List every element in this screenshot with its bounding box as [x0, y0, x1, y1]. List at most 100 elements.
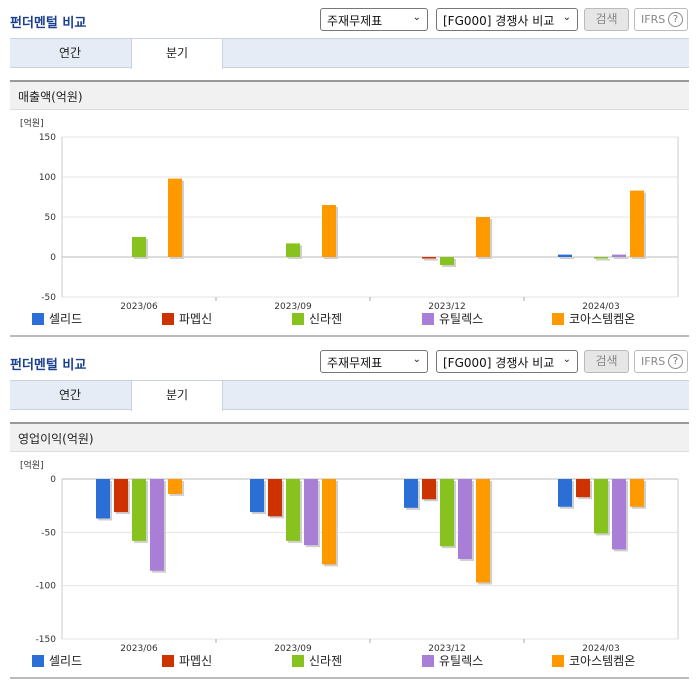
tab-quarter[interactable]: 분기 [131, 381, 223, 411]
bar-shadow [596, 259, 610, 261]
peer-select-value: [FG000] 경쟁사 비교 [443, 14, 555, 28]
x-tick-label: 2024/03 [582, 644, 619, 652]
x-tick-label: 2023/12 [428, 644, 465, 652]
legend-item[interactable]: 코아스템켐온 [552, 652, 635, 669]
panel-revenue: 펀더멘털 비교 주재무제표 ⌄ [FG000] 경쟁사 비교 ⌄ 검색 IFRS? … [0, 0, 696, 337]
y-tick-label: 150 [39, 133, 56, 143]
chart-header: 영업이익(억원) [10, 422, 689, 452]
bar [440, 257, 454, 265]
x-tick-label: 2023/12 [428, 302, 465, 310]
bar [476, 479, 490, 583]
legend-item[interactable]: 유틸렉스 [422, 652, 483, 669]
bar [96, 479, 110, 519]
bar [114, 479, 128, 513]
legend-item[interactable]: 파멥신 [162, 310, 212, 327]
legend-label: 파멥신 [179, 312, 213, 326]
tab-quarter[interactable]: 분기 [131, 39, 223, 69]
divider [10, 677, 689, 679]
chevron-down-icon: ⌄ [562, 354, 571, 365]
y-tick-label: 0 [50, 253, 56, 263]
statement-select[interactable]: 주재무제표 ⌄ [320, 8, 428, 31]
help-icon[interactable]: ? [668, 354, 683, 369]
x-tick-label: 2023/06 [120, 644, 158, 652]
search-button[interactable]: 검색 [584, 350, 629, 373]
bar [322, 205, 336, 257]
ifrs-button[interactable]: IFRS? [634, 350, 688, 373]
legend-swatch [32, 655, 44, 667]
bar [458, 479, 472, 559]
bar [286, 479, 300, 541]
bar [440, 479, 454, 547]
x-tick-label: 2023/06 [120, 302, 158, 310]
help-icon[interactable]: ? [668, 12, 683, 27]
chevron-down-icon: ⌄ [412, 12, 421, 23]
tab-annual[interactable]: 연간 [58, 46, 82, 60]
panel-title: 펀더멘털 비교 [10, 358, 87, 373]
bar [576, 479, 590, 498]
ifrs-button[interactable]: IFRS? [634, 8, 688, 31]
search-button[interactable]: 검색 [584, 8, 629, 31]
y-tick-label: -150 [36, 635, 57, 645]
y-tick-label: -50 [41, 293, 56, 303]
legend-item[interactable]: 셀리드 [32, 652, 82, 669]
y-tick-label: -50 [41, 528, 56, 538]
chevron-down-icon: ⌄ [412, 354, 421, 365]
bar-shadow [424, 259, 438, 261]
chart-legend: 셀리드 파멥신 신라젠 유틸렉스 코아스템켐온 [0, 652, 696, 672]
bar-shadow [560, 256, 574, 259]
panel-operating-profit: 펀더멘털 비교 주재무제표 ⌄ [FG000] 경쟁사 비교 ⌄ 검색 IFRS? … [0, 342, 696, 684]
tab-annual[interactable]: 연간 [58, 388, 82, 402]
bar [630, 479, 644, 507]
bar [422, 479, 436, 500]
chevron-down-icon: ⌄ [562, 12, 571, 23]
x-tick-label: 2023/09 [274, 644, 312, 652]
panel-title: 펀더멘털 비교 [10, 16, 87, 31]
legend-item[interactable]: 파멥신 [162, 652, 212, 669]
bar [422, 257, 436, 259]
legend-swatch [552, 655, 564, 667]
legend-item[interactable]: 유틸렉스 [422, 310, 483, 327]
legend-swatch [422, 313, 434, 325]
x-tick-label: 2023/09 [274, 302, 312, 310]
bar [630, 190, 644, 257]
operating-profit-chart: [억원] -150 -100 -50 0 2023/06 2023/09 2023/12 202… [20, 459, 679, 652]
toolbar: 펀더멘털 비교 주재무제표 ⌄ [FG000] 경쟁사 비교 ⌄ 검색 IFRS? [0, 342, 696, 380]
statement-select-value: 주재무제표 [327, 356, 383, 370]
bar [132, 237, 146, 257]
statement-select[interactable]: 주재무제표 ⌄ [320, 350, 428, 373]
x-tick-label: 2024/03 [582, 302, 619, 310]
legend-swatch [292, 313, 304, 325]
unit-label: [억원] [20, 459, 44, 471]
bar [150, 479, 164, 571]
bar [558, 479, 572, 507]
y-tick-label: 50 [45, 213, 57, 223]
legend-swatch [552, 313, 564, 325]
toolbar: 펀더멘털 비교 주재무제표 ⌄ [FG000] 경쟁사 비교 ⌄ 검색 IFRS? [0, 0, 696, 38]
chart-title: 매출액(억원) [18, 90, 83, 104]
legend-swatch [422, 655, 434, 667]
legend-label: 파멥신 [179, 654, 213, 668]
legend-swatch [292, 655, 304, 667]
legend-label: 셀리드 [49, 654, 83, 668]
legend-item[interactable]: 셀리드 [32, 310, 82, 327]
legend-item[interactable]: 신라젠 [292, 310, 342, 327]
legend-label: 유틸렉스 [439, 654, 484, 668]
legend-label: 신라젠 [309, 654, 343, 668]
bar [594, 479, 608, 534]
peer-select[interactable]: [FG000] 경쟁사 비교 ⌄ [436, 350, 578, 373]
legend-swatch [32, 313, 44, 325]
bar [168, 178, 182, 257]
unit-label: [억원] [20, 117, 44, 129]
legend-label: 코아스템켐온 [569, 654, 636, 668]
legend-label: 코아스템켐온 [569, 312, 636, 326]
y-tick-label: -100 [36, 582, 57, 592]
legend-item[interactable]: 신라젠 [292, 652, 342, 669]
legend-label: 유틸렉스 [439, 312, 484, 326]
bar [612, 254, 626, 257]
period-tabs: 연간 분기 [10, 380, 689, 411]
bar [612, 479, 626, 550]
legend-item[interactable]: 코아스템켐온 [552, 310, 635, 327]
bar [250, 479, 264, 513]
legend-label: 신라젠 [309, 312, 343, 326]
peer-select[interactable]: [FG000] 경쟁사 비교 ⌄ [436, 8, 578, 31]
